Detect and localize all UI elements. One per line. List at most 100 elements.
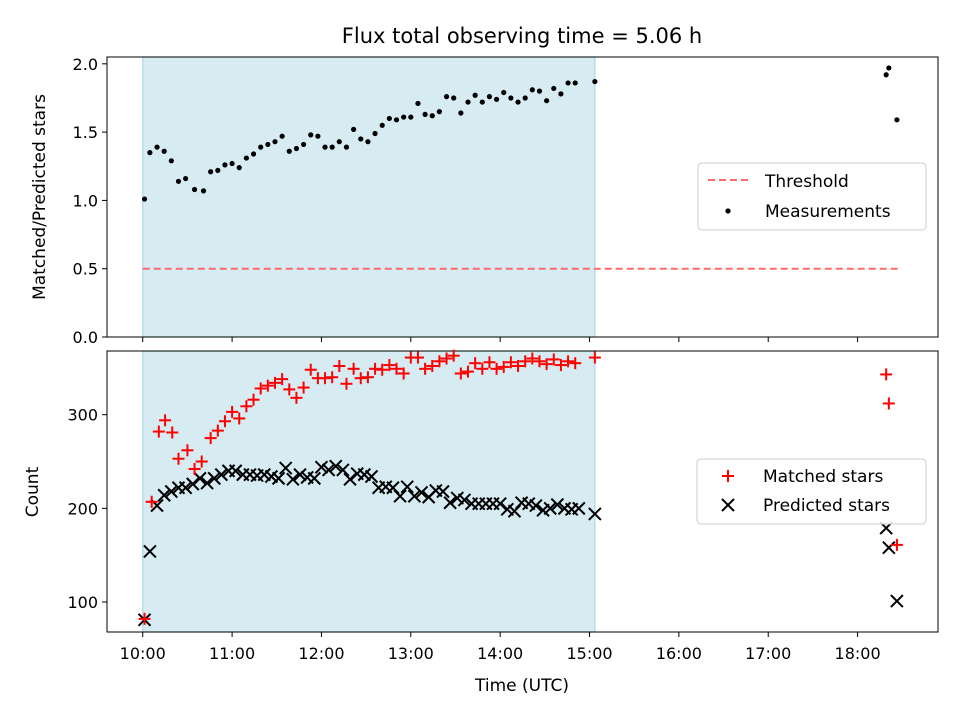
matched-star-point xyxy=(483,356,496,369)
bottom-axes-frame xyxy=(106,350,939,633)
matched-star-point xyxy=(588,351,601,364)
measurement-point xyxy=(329,144,335,150)
matched-star-point xyxy=(519,355,532,368)
predicted-star-point xyxy=(193,471,207,486)
matched-star-point xyxy=(172,452,185,465)
measurement-point xyxy=(372,130,378,137)
predicted-star-point xyxy=(543,501,557,516)
measurement-point xyxy=(436,109,442,115)
measurement-point xyxy=(208,169,214,175)
xtick-label: 13:00 xyxy=(388,644,434,663)
measurement-point xyxy=(147,150,153,156)
predicted-star-point xyxy=(336,463,350,477)
top-ytick-label: 0.5 xyxy=(73,260,98,279)
measurement-point xyxy=(315,133,321,139)
predicted-star-point xyxy=(364,469,379,484)
legend-threshold-label: Threshold xyxy=(764,172,849,192)
predicted-star-point xyxy=(588,507,602,521)
matched-star-point xyxy=(440,352,453,365)
matched-star-point xyxy=(290,391,303,404)
matched-star-point xyxy=(426,359,439,372)
predicted-star-point xyxy=(550,497,565,512)
matched-star-point xyxy=(554,359,567,372)
predicted-star-point xyxy=(314,460,329,474)
predicted-star-point xyxy=(321,463,336,477)
matched-star-point xyxy=(497,360,510,373)
measurement-point xyxy=(415,100,421,107)
matched-star-point xyxy=(276,373,289,386)
measurement-point xyxy=(501,89,507,96)
top-legend: Threshold Measurements xyxy=(697,162,927,231)
predicted-star-point xyxy=(293,467,307,482)
matched-star-point xyxy=(547,353,560,366)
matched-star-point xyxy=(340,377,353,390)
xtick-label: 14:00 xyxy=(477,644,523,663)
top-ytick-label: 1.0 xyxy=(73,191,98,210)
matched-star-point xyxy=(226,405,239,418)
top-panel: 0.0 0.5 1.0 1.5 2.0 Flux total observing tim… xyxy=(30,24,939,347)
measurement-point xyxy=(894,117,900,123)
legend-predicted-swatch xyxy=(721,498,735,512)
matched-star-point xyxy=(181,444,194,457)
bottom-x-ticks: 10:00 11:00 12:00 13:00 14:00 15:00 16:00 17:00… xyxy=(120,632,881,663)
measurement-point xyxy=(551,85,557,92)
predicted-star-point xyxy=(279,461,293,475)
predicted-star-point xyxy=(436,484,450,499)
matched-star-point xyxy=(447,349,460,362)
measurement-point xyxy=(215,167,221,173)
matched-star-point xyxy=(533,355,546,368)
measurement-point xyxy=(529,87,535,93)
matched-star-point xyxy=(283,383,296,396)
top-ytick-label: 0.0 xyxy=(73,328,98,347)
matched-star-point xyxy=(504,356,517,369)
measurement-point xyxy=(422,111,428,117)
legend-predicted-label: Predicted stars xyxy=(763,496,890,516)
measurement-point xyxy=(161,148,167,154)
predicted-star-point xyxy=(307,471,322,486)
measurement-point xyxy=(443,94,450,100)
measurement-point xyxy=(258,144,264,150)
matched-star-point xyxy=(397,367,410,380)
predicted-star-point xyxy=(157,488,171,502)
matched-star-point xyxy=(218,415,231,428)
matched-star-point xyxy=(469,357,482,370)
x-axis-label: Time (UTC) xyxy=(474,676,569,696)
matched-star-point xyxy=(254,382,267,395)
matched-star-point xyxy=(333,359,346,372)
measurement-point xyxy=(379,122,385,128)
predicted-star-point xyxy=(200,476,214,490)
legend-matched-swatch xyxy=(722,470,734,482)
matched-star-point xyxy=(880,368,893,381)
top-y-axis-label: Matched/Predicted stars xyxy=(30,94,50,300)
matched-star-point xyxy=(476,362,489,375)
xtick-label: 16:00 xyxy=(656,644,702,663)
predicted-star-point xyxy=(400,480,414,494)
measurement-point xyxy=(572,80,578,86)
matched-star-point xyxy=(347,362,360,375)
legend-measurements-swatch xyxy=(725,208,731,214)
matched-star-point xyxy=(195,455,208,468)
measurement-point xyxy=(191,186,198,193)
matched-star-point xyxy=(268,376,281,389)
predicted-star-point xyxy=(414,485,429,500)
bottom-legend: Matched stars Predicted stars xyxy=(696,458,927,525)
measurement-point xyxy=(451,95,457,101)
top-axes-frame xyxy=(106,56,939,338)
predicted-star-point xyxy=(207,471,221,486)
predicted-star-point xyxy=(443,496,457,510)
matched-star-point xyxy=(512,359,525,372)
xtick-label: 15:00 xyxy=(566,644,612,663)
predicted-star-point xyxy=(164,484,179,499)
xtick-label: 11:00 xyxy=(209,644,255,663)
predicted-star-point xyxy=(329,459,343,473)
xtick-label: 18:00 xyxy=(835,644,881,663)
measurement-point xyxy=(536,88,543,94)
matched-star-point xyxy=(454,367,467,380)
bottom-y-ticks: 100 200 300 xyxy=(67,406,107,612)
measurement-point xyxy=(222,162,228,168)
matched-star-point xyxy=(569,357,582,370)
chart-title: Flux total observing time = 5.06 h xyxy=(342,24,702,48)
predicted-star-point xyxy=(890,594,904,608)
matched-star-point xyxy=(152,425,165,438)
